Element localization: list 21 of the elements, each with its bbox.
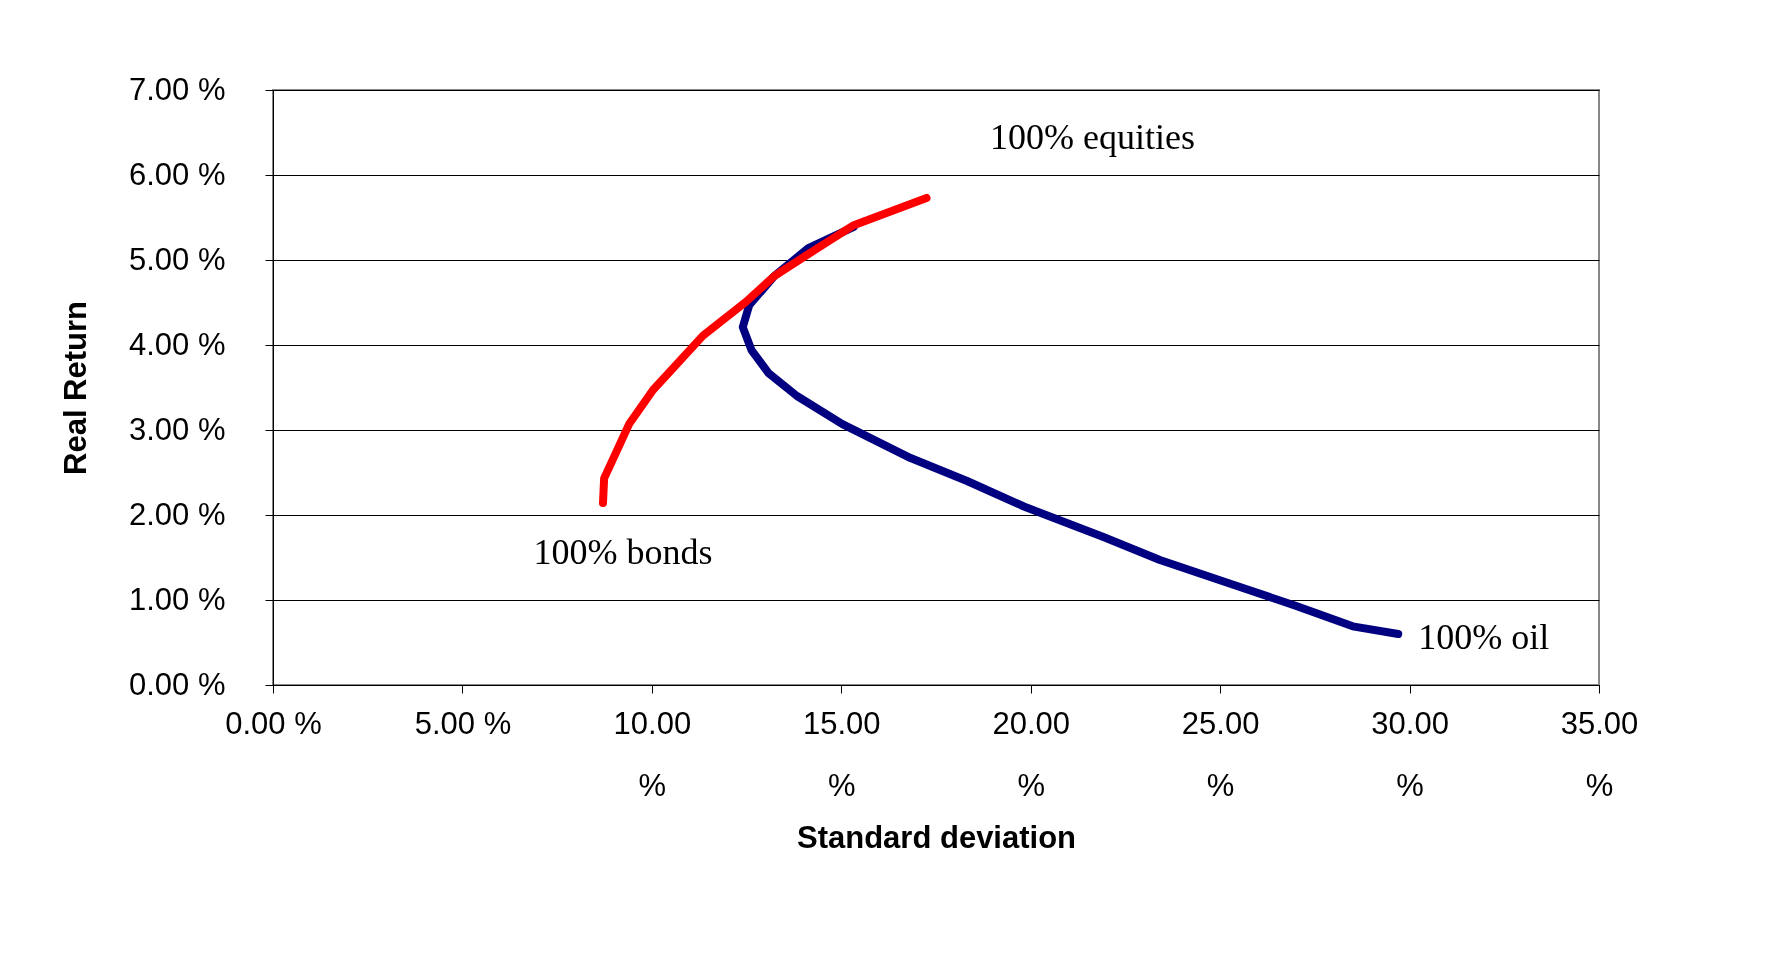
annotation: 100% bonds — [533, 532, 713, 573]
y-tick-label: 5.00 % — [128, 241, 226, 277]
x-tick-label: 20.00 % — [992, 705, 1070, 803]
y-tick-label: 3.00 % — [128, 411, 226, 447]
x-tick-label: 35.00 % — [1560, 705, 1639, 803]
x-tick-label: 10.00 % — [613, 705, 692, 803]
annotation: 100% equities — [990, 116, 1196, 157]
x-tick-label: 0.00 % — [225, 705, 322, 741]
y-tick-label: 2.00 % — [128, 496, 226, 532]
x-tick-label: 5.00 % — [414, 705, 512, 741]
y-axis-title: Real Return — [57, 301, 93, 475]
y-tick-label: 6.00 % — [128, 156, 226, 192]
y-tick-label: 7.00 % — [128, 71, 226, 107]
x-tick-label: 15.00 % — [803, 705, 881, 803]
x-axis-title: Standard deviation — [796, 819, 1077, 855]
y-tick-label: 1.00 % — [128, 581, 226, 617]
y-tick-label: 0.00 % — [128, 666, 226, 702]
x-tick-label: 30.00 % — [1371, 705, 1449, 803]
x-tick-label: 25.00 % — [1181, 705, 1260, 803]
annotation: 100% oil — [1418, 617, 1550, 657]
y-tick-label: 4.00 % — [128, 326, 226, 362]
